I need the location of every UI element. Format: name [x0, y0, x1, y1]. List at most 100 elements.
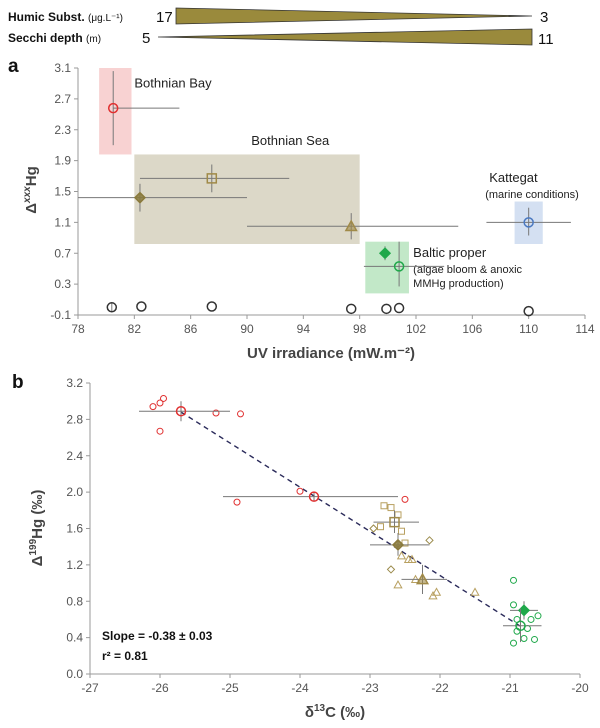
y-tick-label: 0.7 [54, 246, 71, 260]
secchi-label: Secchi depth (m) [8, 31, 101, 45]
y-label-tail: Hg [23, 166, 40, 186]
x-tick-label: 86 [184, 322, 198, 336]
data-point [510, 639, 517, 647]
x-tick-label: 102 [406, 322, 426, 336]
x-tick-label: -20 [571, 681, 589, 695]
panel-b: -27 -26 -25 -24 -23 -22 -21 -20 0.0 0.4 0.8 1.2 1.6 2… [12, 372, 589, 721]
secchi-left-value: 5 [142, 30, 150, 47]
y-tick-label: 0.8 [66, 594, 83, 608]
data-point [377, 523, 384, 531]
y-tick-label: 0.0 [66, 667, 83, 681]
y-tick-label: 2.3 [54, 123, 71, 137]
humic-wedge [175, 7, 533, 25]
data-point [344, 219, 358, 232]
x-tick-label: 94 [297, 322, 311, 336]
y-tick-label: 3.1 [54, 61, 71, 75]
data-point [381, 303, 392, 315]
header-legend: Humic Subst. (μg.L⁻¹) 17 3 Secchi depth … [8, 7, 554, 48]
y-tick-label: 0.4 [66, 631, 83, 645]
data-point [386, 565, 396, 574]
data-point [470, 587, 480, 596]
region-label: Kattegat [489, 170, 538, 185]
x-label-tail: C (‰) [325, 704, 365, 721]
data-point [523, 217, 534, 228]
y-label-main: Δ [23, 203, 40, 214]
x-tick-label: -22 [431, 681, 449, 695]
x-tick-label: 78 [71, 322, 85, 336]
x-label-sup: 13 [314, 703, 326, 714]
data-point [391, 538, 405, 551]
data-point [393, 302, 405, 314]
y-tick-label: 1.9 [54, 154, 71, 168]
y-tick-label: 1.5 [54, 185, 71, 199]
data-point [393, 261, 405, 272]
y-tick-label: 2.4 [66, 449, 83, 463]
data-point [175, 405, 187, 417]
data-point [378, 247, 392, 260]
data-point [106, 302, 118, 313]
data-point [237, 410, 244, 418]
data-point [534, 612, 542, 620]
data-point [387, 504, 395, 512]
data-point [369, 524, 378, 533]
x-tick-label: -24 [291, 681, 309, 695]
y-tick-label: 2.0 [66, 485, 83, 499]
data-point [156, 399, 164, 407]
data-point [520, 635, 528, 643]
data-point [531, 635, 538, 643]
data-point [523, 305, 534, 317]
x-tick-label: 114 [575, 322, 594, 336]
x-tick-label: 90 [240, 322, 254, 336]
y-tick-label: 1.6 [66, 522, 83, 536]
y-tick-label: 3.2 [66, 376, 83, 390]
data-point [389, 516, 400, 528]
data-point [212, 409, 220, 417]
y-label-main: Δ [29, 555, 46, 566]
y-tick-label: 1.2 [66, 558, 83, 572]
slope-text: Slope = -0.38 ± 0.03 [102, 629, 213, 643]
x-tick-label: -26 [151, 681, 169, 695]
x-axis-label: δ13C (‰) [305, 703, 365, 721]
data-point [156, 427, 164, 435]
humic-right-value: 3 [540, 9, 548, 26]
region-bothnian-sea [134, 154, 360, 244]
y-axis-label: Δ199Hg (‰) [28, 490, 46, 567]
data-point [396, 550, 407, 560]
data-point [527, 615, 535, 623]
data-point [393, 580, 403, 589]
region-bothnian-bay [99, 68, 132, 155]
region-label: Bothnian Bay [134, 75, 212, 90]
y-tick-label: 1.1 [54, 215, 71, 229]
data-point [308, 491, 320, 502]
data-point [206, 301, 218, 312]
secchi-wedge [157, 28, 533, 46]
y-tick-label: 2.8 [66, 412, 83, 426]
x-tick-label: 106 [462, 322, 482, 336]
y-tick-label: -0.1 [50, 308, 71, 322]
region-sublabel: (marine conditions) [485, 189, 579, 201]
data-point [425, 536, 434, 545]
data-point [380, 502, 388, 510]
panel-a: 78 82 86 90 94 98 102 106 110 114 -0.1 0.3 0.7 1.1 1.5… [8, 56, 595, 362]
data-point [510, 601, 517, 609]
data-point [407, 554, 417, 563]
data-point [206, 173, 218, 184]
data-point [401, 495, 409, 503]
x-tick-label: 82 [128, 322, 142, 336]
x-tick-label: 110 [519, 322, 538, 336]
y-tick-label: 0.3 [54, 277, 71, 291]
region-sublabel: MMHg production) [413, 278, 503, 290]
y-label-sup: xxx [22, 186, 33, 204]
x-tick-label: -25 [221, 681, 239, 695]
data-point [160, 394, 167, 402]
data-point [149, 403, 157, 411]
data-point [431, 587, 442, 596]
panel-label-a: a [8, 56, 19, 77]
region-sublabel: (algae bloom & anoxic [413, 264, 522, 276]
trendline [180, 411, 525, 630]
x-tick-label: -27 [81, 681, 99, 695]
data-point [515, 620, 526, 632]
data-point [296, 487, 304, 495]
x-label-main: δ [305, 704, 314, 721]
